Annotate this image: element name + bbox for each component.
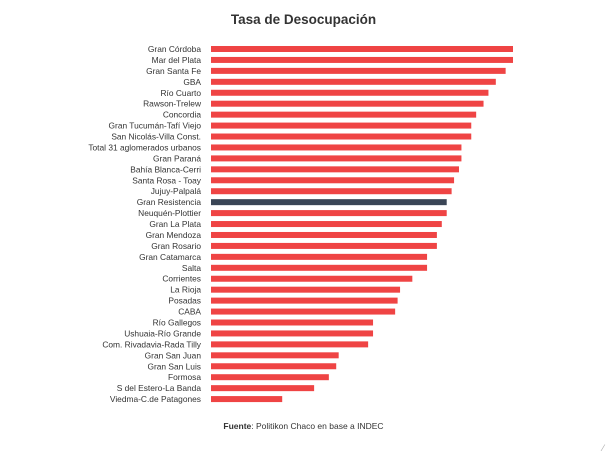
bar [211, 122, 472, 129]
bar [211, 330, 374, 337]
chart-title: Tasa de Desocupación [230, 12, 377, 27]
category-label: Gran Santa Fe [146, 66, 201, 76]
bar [211, 308, 396, 315]
bar [211, 67, 506, 74]
bar [211, 319, 374, 326]
category-label: Gran Tucumán-Tafí Viejo [109, 121, 202, 131]
bar [211, 385, 315, 392]
bar [211, 46, 513, 52]
category-label: CABA [178, 307, 201, 317]
bar [211, 275, 413, 282]
bar [211, 210, 447, 217]
bar [211, 100, 484, 107]
bar [211, 144, 462, 151]
category-label: Gran Resistencia [137, 197, 202, 207]
category-label: Posadas [168, 296, 201, 306]
bar [211, 374, 329, 381]
bar [211, 253, 428, 260]
source-label: Fuente [223, 421, 252, 431]
category-label: Mar del Plata [152, 55, 202, 65]
bar [211, 177, 455, 184]
corner-mark: ⁄ [602, 443, 604, 453]
category-label: Río Cuarto [161, 88, 202, 98]
bars [211, 46, 513, 403]
category-label: Gran La Plata [149, 219, 201, 229]
category-label: Neuquén-Plottier [138, 208, 201, 218]
category-label: Jujuy-Palpalá [151, 186, 202, 196]
category-label: Gran Rosario [151, 241, 201, 251]
category-label: Formosa [168, 372, 201, 382]
bar [211, 111, 477, 118]
category-label: Salta [182, 263, 201, 273]
bar [211, 341, 369, 348]
category-label: Río Gallegos [153, 318, 201, 328]
bar [211, 133, 472, 140]
bar [211, 78, 496, 85]
category-label: Gran San Juan [145, 350, 202, 360]
category-label: Corrientes [162, 274, 201, 284]
category-label: La Rioja [170, 285, 201, 295]
category-label: Gran Catamarca [139, 252, 201, 262]
category-label: Rawson-Trelew [143, 99, 202, 109]
bar [211, 264, 428, 271]
bar [211, 286, 401, 293]
category-label: Santa Rosa - Toay [132, 175, 202, 185]
bar-highlighted [211, 199, 447, 206]
bar [211, 231, 437, 238]
category-label: Total 31 aglomerados urbanos [88, 142, 201, 152]
bar [211, 297, 398, 304]
category-label: Gran San Luis [147, 361, 201, 371]
category-label: Gran Córdoba [148, 44, 201, 54]
bar [211, 352, 339, 359]
category-label: S del Estero-La Banda [117, 383, 202, 393]
category-label: San Nicolás-Villa Const. [111, 132, 201, 142]
source-text: : Politikon Chaco en base a INDEC [251, 421, 384, 431]
bar [211, 155, 462, 162]
category-label: Concordia [163, 110, 202, 120]
bar [211, 89, 489, 96]
bar [211, 166, 459, 173]
category-label: Bahía Blanca-Cerri [130, 164, 201, 174]
category-label: Com. Rivadavia-Rada Tilly [102, 339, 201, 349]
bar [211, 221, 442, 228]
source-note: Fuente: Politikon Chaco en base a INDEC [0, 421, 607, 431]
category-label: Gran Mendoza [146, 230, 202, 240]
category-label: GBA [183, 77, 201, 87]
bar [211, 56, 513, 63]
category-label: Ushuaia-Río Grande [124, 328, 201, 338]
bar [211, 188, 452, 195]
bar [211, 396, 283, 403]
category-label: Gran Paraná [153, 153, 201, 163]
category-label: Viedma-C.de Patagones [110, 394, 201, 404]
bar [211, 363, 337, 370]
bar [211, 242, 437, 249]
